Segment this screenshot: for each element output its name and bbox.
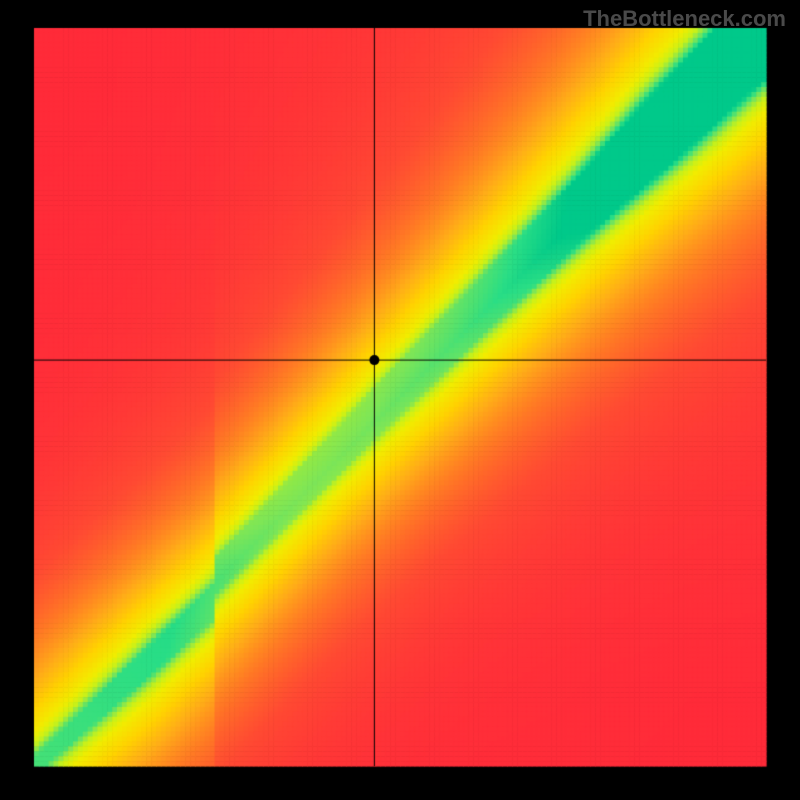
bottleneck-heatmap [0, 0, 800, 800]
watermark-text: TheBottleneck.com [583, 6, 786, 32]
